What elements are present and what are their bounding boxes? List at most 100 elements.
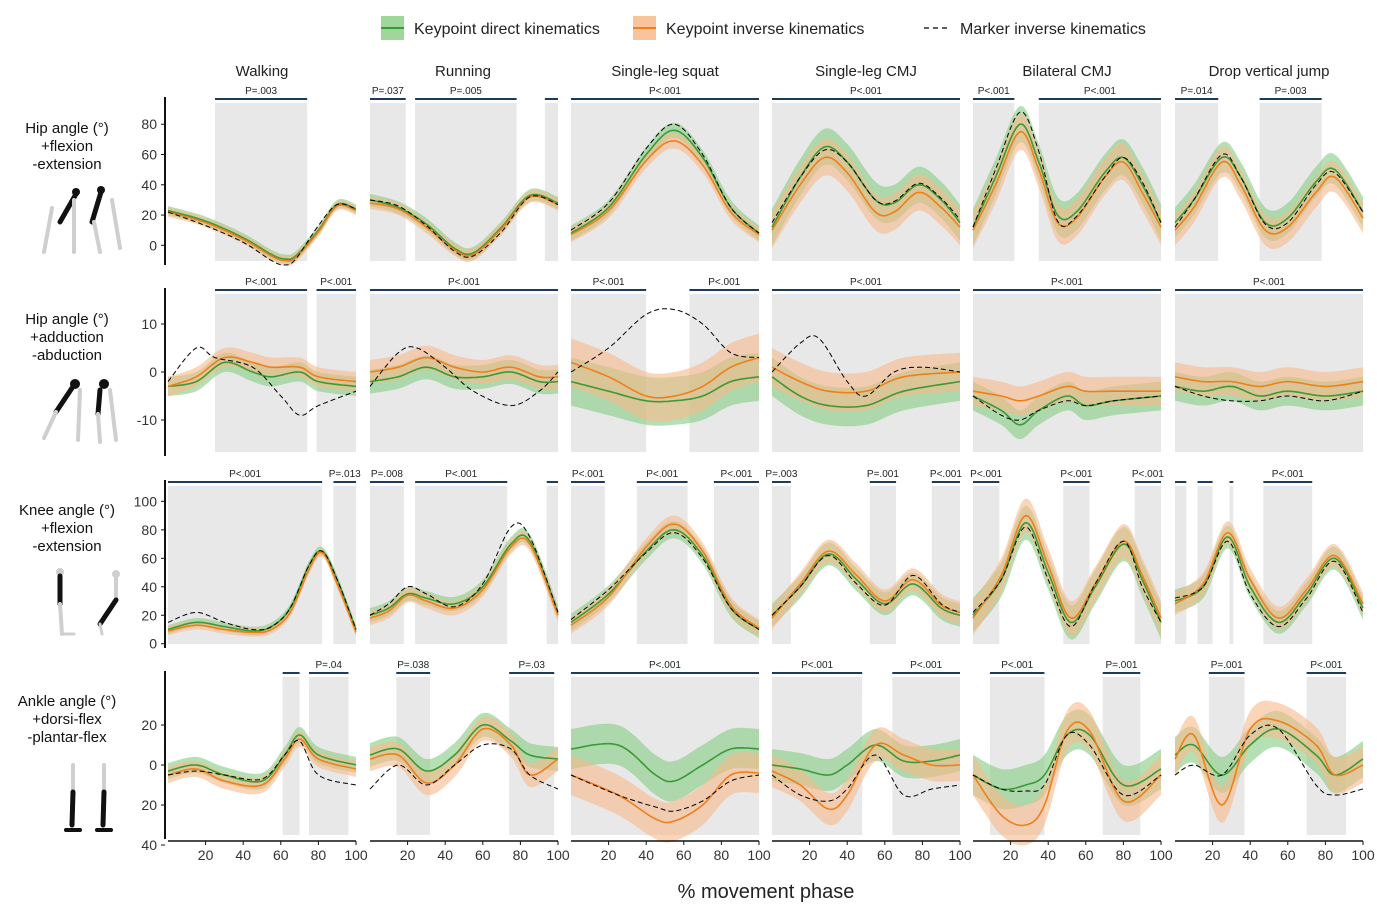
significance-label: P<.001 (850, 277, 882, 288)
y-tick-label: 0 (149, 757, 157, 773)
panel-3-5: P=.001 P<.001 20 40 60 80 100 (1174, 660, 1375, 863)
row-label-hip-flexion-pos: +flexion (41, 138, 93, 155)
y-tick-label: -10 (137, 412, 157, 428)
panel-1-4: P<.001 (972, 277, 1162, 452)
significance-label: P=.001 (867, 469, 899, 480)
direct-confidence-band (571, 723, 759, 802)
significance-region (168, 486, 323, 644)
direct-kinematics-line (972, 728, 1162, 791)
marker-kinematics-line (972, 731, 1162, 797)
x-tick-label: 60 (273, 847, 289, 863)
inverse-kinematics-line (167, 738, 357, 788)
x-tick-label: 40 (235, 847, 251, 863)
significance-label: P<.001 (572, 469, 604, 480)
panel-0-5: P=.014 P=.003 (1174, 86, 1364, 261)
significance-label: P<.001 (229, 469, 261, 480)
significance-label: P<.001 (850, 86, 882, 97)
marker-kinematics-line (369, 346, 559, 407)
x-tick-label: 100 (344, 847, 368, 863)
direct-kinematics-line (771, 553, 961, 617)
direct-confidence-band (1175, 525, 1363, 634)
significance-label: P<.001 (1084, 86, 1116, 97)
direct-kinematics-line (167, 361, 357, 388)
panel-2-4: P<.001 P<.001 P<.001 (970, 469, 1164, 644)
significance-label: P<.001 (593, 277, 625, 288)
panel-1-1: P<.001 (369, 277, 559, 452)
marker-kinematics-line (369, 522, 559, 616)
row-label-knee-title: Knee angle (°) (19, 502, 115, 519)
y-tick-label: 20 (141, 207, 157, 223)
inverse-kinematics-line (167, 551, 357, 634)
direct-kinematics-line (570, 129, 760, 234)
x-tick-label: 40 (1242, 847, 1258, 863)
x-tick-label: 20 (1205, 847, 1221, 863)
marker-kinematics-line (771, 148, 961, 223)
skeleton-icon-ankle (64, 763, 113, 832)
inverse-kinematics-line (570, 356, 760, 399)
significance-label: P=.005 (450, 86, 482, 97)
x-tick-label: 80 (915, 847, 931, 863)
marker-kinematics-line (771, 335, 961, 397)
x-tick-label: 100 (1149, 847, 1173, 863)
significance-label: P=.008 (371, 469, 403, 480)
x-tick-label: 60 (1078, 847, 1094, 863)
significance-label: P=.014 (1181, 86, 1213, 97)
inverse-kinematics-line (1174, 531, 1364, 619)
significance-label: P<.001 (448, 277, 480, 288)
significance-label: P<.001 (1001, 660, 1033, 671)
inverse-confidence-band (772, 348, 960, 412)
direct-kinematics-line (369, 193, 559, 256)
row-label-ankle-title: Ankle angle (°) (18, 693, 117, 710)
significance-region (370, 103, 406, 261)
x-tick-label: 20 (1003, 847, 1019, 863)
significance-label: P=.04 (316, 660, 343, 671)
y-tick-label: 0 (149, 364, 157, 380)
inverse-kinematics-line (1174, 717, 1364, 806)
significance-label: P<.001 (910, 660, 942, 671)
y-tick-label: 80 (141, 116, 157, 132)
x-tick-label: 60 (1280, 847, 1296, 863)
significance-region (415, 103, 517, 261)
inverse-confidence-band (973, 702, 1161, 846)
marker-kinematics-line (167, 550, 357, 631)
inverse-confidence-band (1175, 146, 1363, 250)
significance-label: P<.001 (930, 469, 962, 480)
x-tick-label: 20 (802, 847, 818, 863)
significance-label: P=.001 (1211, 660, 1243, 671)
x-tick-label: 40 (1040, 847, 1056, 863)
significance-region (636, 486, 688, 644)
x-tick-label: 40 (839, 847, 855, 863)
significance-label: P<.001 (708, 277, 740, 288)
direct-kinematics-line (1174, 385, 1364, 397)
inverse-confidence-band (571, 333, 759, 422)
marker-kinematics-line (570, 532, 760, 630)
skeleton-icon-hip-flexion (42, 186, 122, 254)
marker-kinematics-line (167, 203, 357, 266)
direct-kinematics-line (1174, 156, 1364, 227)
inverse-kinematics-line (570, 523, 760, 629)
significance-label: P=.001 (1106, 660, 1138, 671)
significance-region (415, 486, 508, 644)
legend-inverse-label: Keypoint inverse kinematics (666, 21, 864, 38)
significance-label: P<.001 (649, 660, 681, 671)
row-label-ankle-pos: +dorsi-flex (32, 711, 102, 728)
panel-1-2: P<.001 P<.001 (570, 277, 760, 452)
significance-label: P=.013 (329, 469, 361, 480)
panel-1-5: P<.001 (1174, 277, 1364, 452)
inverse-kinematics-line (1174, 376, 1364, 388)
column-titles: Walking Running Single-leg squat Single-… (236, 63, 1330, 80)
inverse-kinematics-line (972, 721, 1162, 827)
panel-0-0: P=.003 (167, 86, 357, 266)
legend-direct-label: Keypoint direct kinematics (414, 21, 600, 38)
inverse-kinematics-line (972, 130, 1162, 231)
row-label-hip-flexion-neg: -extension (32, 156, 101, 173)
x-axis-title: % movement phase (678, 881, 855, 903)
significance-label: P=.003 (245, 86, 277, 97)
inverse-kinematics-line (570, 140, 760, 236)
significance-region (869, 486, 897, 644)
inverse-kinematics-line (771, 550, 961, 619)
inverse-confidence-band (772, 727, 960, 826)
panel-2-3: P=.003 P=.001 P<.001 (765, 469, 962, 644)
direct-kinematics-line (167, 202, 357, 261)
